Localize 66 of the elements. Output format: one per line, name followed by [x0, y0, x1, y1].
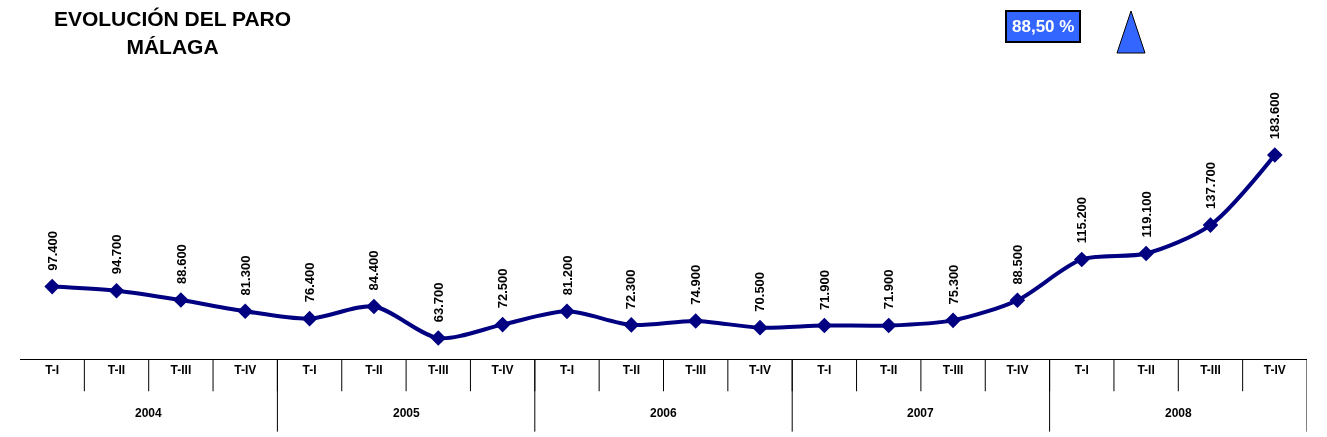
data-label: 119.100 — [1138, 191, 1154, 238]
point — [1267, 147, 1283, 163]
x-tick-label: T-III — [685, 363, 707, 378]
data-label: 72.300 — [623, 269, 639, 310]
x-tick-label: T-IV — [1263, 363, 1286, 378]
x-tick-label: T-II — [880, 363, 898, 378]
x-tick-label: T-I — [1074, 363, 1089, 378]
point — [880, 317, 897, 334]
x-tick-label: T-I — [302, 363, 317, 378]
point — [430, 330, 447, 346]
data-label: 71.900 — [816, 270, 832, 310]
data-label: 71.900 — [881, 269, 897, 310]
x-tick-label: T-II — [107, 363, 126, 378]
x-tick-label: T-II — [1137, 363, 1155, 378]
data-label: 63.700 — [431, 282, 447, 323]
data-label: 76.400 — [301, 262, 317, 303]
point — [1202, 217, 1219, 233]
point — [1009, 292, 1026, 308]
x-tick-label: T-II — [365, 363, 383, 378]
x-tick-label: T-I — [817, 363, 832, 378]
x-tick-label: T-IV — [1006, 363, 1029, 378]
data-label: 81.200 — [559, 255, 575, 296]
x-tick-label: T-IV — [491, 363, 514, 378]
point — [816, 317, 833, 334]
point — [237, 303, 254, 319]
data-label: 84.400 — [366, 250, 382, 291]
point — [752, 319, 768, 336]
point — [173, 292, 189, 308]
point — [1138, 245, 1154, 262]
point — [44, 278, 60, 295]
x-tick-label: T-II — [622, 363, 640, 378]
point — [366, 298, 382, 315]
data-label: 70.500 — [752, 271, 768, 312]
text: 2007 — [907, 406, 935, 420]
point — [301, 310, 318, 327]
x-tick-label: T-III — [1200, 363, 1221, 378]
x-tick-label: T-III — [170, 363, 192, 378]
x-tick-label: T-I — [559, 363, 574, 378]
data-label: 74.900 — [687, 264, 703, 305]
data-label: 81.300 — [238, 255, 254, 296]
x-tick-label: T-IV — [234, 363, 257, 378]
text: 2004 — [135, 406, 163, 420]
data-label: 88.500 — [1010, 244, 1026, 285]
data-label: 72.500 — [495, 268, 510, 309]
point — [687, 313, 704, 329]
point — [1073, 251, 1090, 268]
text: 2005 — [393, 406, 421, 420]
data-label: 137.700 — [1202, 162, 1218, 210]
point — [945, 312, 961, 329]
x-tick-label: T-I — [45, 363, 60, 378]
data-label: 94.700 — [108, 234, 124, 275]
text: 2008 — [1165, 406, 1193, 420]
x-tick-label: T-III — [427, 363, 449, 378]
x-tick-label: T-IV — [749, 363, 772, 378]
point — [494, 316, 511, 333]
x-tick-label: T-III — [942, 363, 964, 378]
data-label: 75.300 — [945, 264, 961, 305]
data-label: 183.600 — [1267, 92, 1283, 140]
chart-title: EVOLUCIÓN DEL PARO MÁLAGA — [53, 7, 292, 58]
data-label: 115.200 — [1074, 196, 1090, 244]
data-label: 88.600 — [173, 244, 189, 284]
point — [559, 303, 575, 320]
text: 88,50 % — [1012, 17, 1075, 36]
point — [108, 282, 125, 299]
text: 2006 — [650, 406, 678, 420]
data-label: 97.400 — [44, 231, 60, 271]
